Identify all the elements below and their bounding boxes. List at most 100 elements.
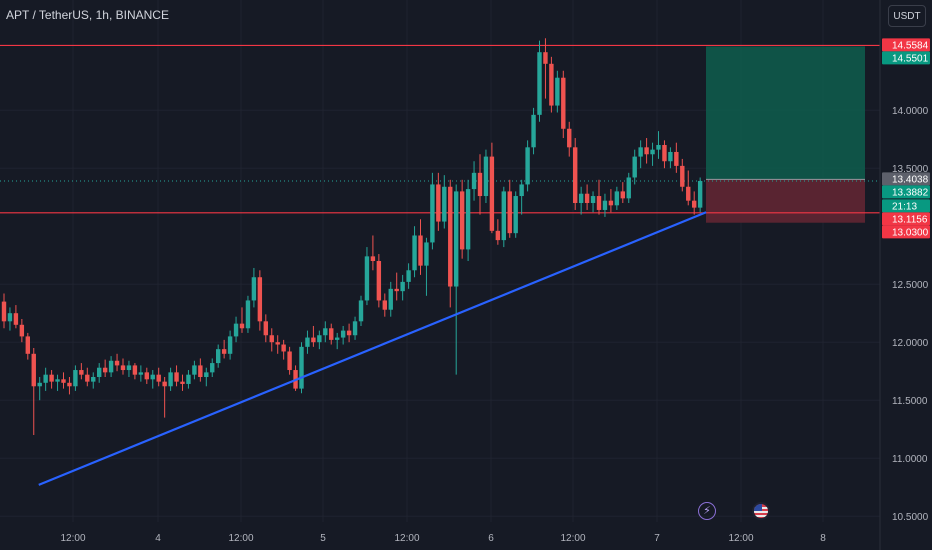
candle-body xyxy=(436,184,441,222)
price-label-box xyxy=(882,172,930,186)
candle-body xyxy=(406,270,411,282)
trendline-segment xyxy=(38,211,707,486)
candles xyxy=(1,38,703,435)
candle-body xyxy=(578,193,584,203)
price-label-text: 21:13 xyxy=(892,201,917,212)
price-label-text: 13.0300 xyxy=(892,227,929,238)
candle-body xyxy=(483,156,489,197)
candle-body xyxy=(275,342,280,345)
candle-body xyxy=(477,172,483,197)
candle-body xyxy=(531,114,536,148)
candle-body xyxy=(299,346,304,389)
candle-body xyxy=(340,330,346,338)
candle-body xyxy=(61,379,66,383)
currency-button[interactable]: USDT xyxy=(888,5,926,27)
x-tick-label: 5 xyxy=(320,533,326,544)
candle-body xyxy=(198,365,203,377)
candle-body xyxy=(287,351,292,371)
candle-body xyxy=(448,186,453,287)
candle-body xyxy=(489,156,495,231)
x-tick-label: 12:00 xyxy=(560,533,585,544)
x-tick-label: 12:00 xyxy=(728,533,753,544)
candle-body xyxy=(430,184,435,243)
candle-body xyxy=(418,235,423,266)
candle-body xyxy=(364,256,370,301)
candle-body xyxy=(382,300,387,310)
candle-body xyxy=(43,374,48,383)
candle-body xyxy=(1,301,7,322)
candle-body xyxy=(697,180,703,208)
candle-body xyxy=(376,261,382,301)
candle-body xyxy=(620,191,625,199)
candle-body xyxy=(596,196,602,210)
candle-body xyxy=(79,370,84,375)
candle-body xyxy=(7,313,13,322)
price-label-box xyxy=(882,38,930,52)
candle-body xyxy=(674,151,679,166)
price-label-text: 13.1156 xyxy=(892,214,928,225)
x-tick-label: 6 xyxy=(488,533,494,544)
candle-body xyxy=(239,323,245,329)
candle-body xyxy=(180,381,185,384)
candle-body xyxy=(680,165,685,187)
candle-body xyxy=(650,149,655,155)
candle-body xyxy=(400,281,405,292)
candle-body xyxy=(174,372,179,382)
candle-body xyxy=(108,360,114,373)
candle-body xyxy=(150,374,155,380)
candle-body xyxy=(519,184,524,197)
candle-body xyxy=(85,374,90,382)
candle-body xyxy=(442,186,447,222)
candle-body xyxy=(245,300,251,329)
candle-body xyxy=(352,321,358,336)
x-tick-label: 12:00 xyxy=(228,533,253,544)
price-label-box xyxy=(882,199,930,213)
candle-body xyxy=(204,372,209,377)
price-label-text: 14.5584 xyxy=(892,40,929,51)
candle-body xyxy=(537,52,542,115)
profit-zone xyxy=(706,46,865,180)
candle-body xyxy=(644,147,649,155)
candle-body xyxy=(210,363,215,373)
candle-body xyxy=(358,300,364,322)
candle-body xyxy=(692,200,697,208)
time-axis[interactable]: 12:00 4 12:00 5 12:00 6 12:00 7 12:00 8 xyxy=(60,533,826,544)
candle-body xyxy=(132,365,138,375)
flash-icon[interactable]: ⚡ xyxy=(698,502,716,520)
candle-body xyxy=(162,381,167,387)
candle-body xyxy=(91,377,96,382)
candle-body xyxy=(55,379,60,382)
candle-body xyxy=(602,200,608,210)
grid xyxy=(0,0,880,522)
price-label-box xyxy=(882,212,930,226)
candle-body xyxy=(465,189,471,250)
price-label-text: 13.4038 xyxy=(892,174,929,185)
candle-body xyxy=(25,336,30,354)
candle-body xyxy=(507,191,512,234)
candle-body xyxy=(168,372,173,387)
candle-body xyxy=(424,242,429,266)
candle-body xyxy=(459,191,465,250)
candle-body xyxy=(263,321,268,336)
candle-body xyxy=(608,200,614,206)
candle-body xyxy=(662,145,667,162)
candle-body xyxy=(216,349,221,364)
candle-body xyxy=(590,196,596,203)
candle-body xyxy=(561,77,566,129)
candle-body xyxy=(251,277,257,301)
candle-body xyxy=(454,191,459,287)
candle-body xyxy=(394,288,399,292)
us-flag-icon[interactable] xyxy=(752,502,770,520)
candle-body xyxy=(555,77,560,106)
trendline[interactable] xyxy=(38,211,707,486)
candle-body xyxy=(73,370,78,387)
candle-body xyxy=(632,156,637,178)
candle-body xyxy=(495,230,501,241)
price-label-text: 13.3882 xyxy=(892,187,929,198)
candle-body xyxy=(257,277,263,322)
candle-body xyxy=(668,151,673,162)
price-axis[interactable]: 14.0000 13.5000 12.5000 12.0000 11.5000 11.00… xyxy=(879,0,932,550)
y-tick-label: 12.5000 xyxy=(892,280,929,291)
x-tick-label: 12:00 xyxy=(394,533,419,544)
